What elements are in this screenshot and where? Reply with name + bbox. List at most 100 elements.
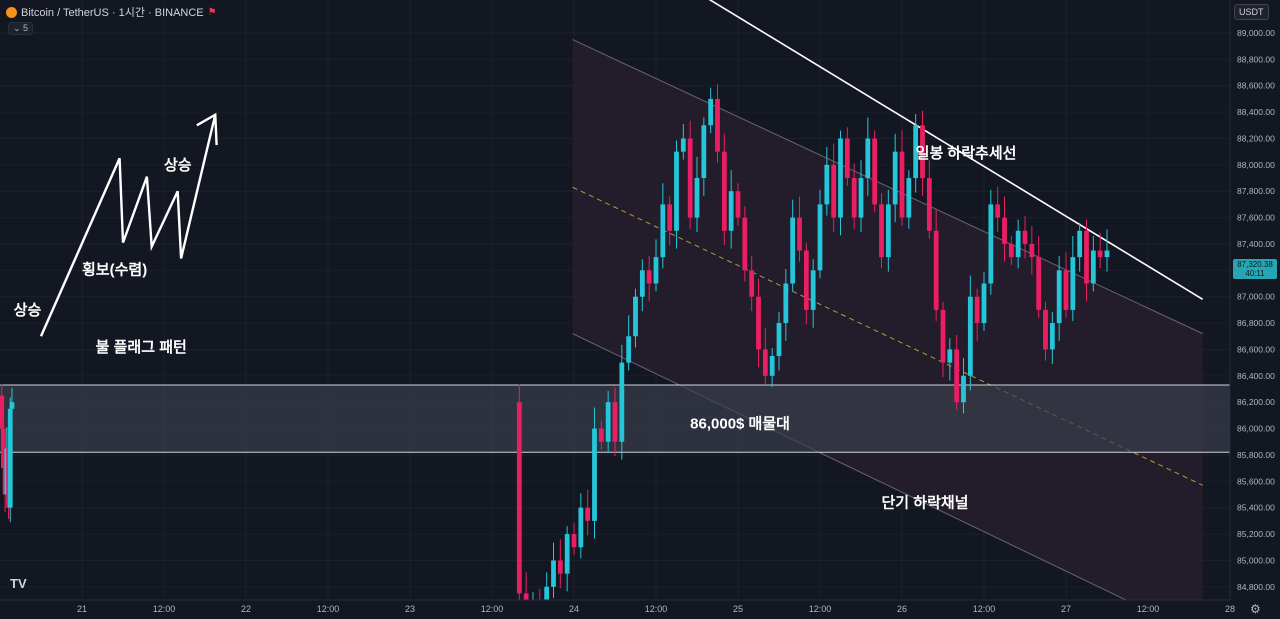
candle [756, 296, 761, 350]
arrow-head [196, 112, 218, 146]
candle [858, 178, 864, 218]
price-tick-label: 85,800.00 [1237, 450, 1275, 460]
candle [776, 323, 782, 357]
candle [1077, 230, 1083, 258]
time-tick-label: 28 [1225, 604, 1235, 614]
candle [551, 560, 556, 587]
price-tick-label: 85,400.00 [1237, 503, 1275, 513]
candle [790, 217, 796, 284]
price-tick-label: 85,000.00 [1237, 555, 1275, 565]
price-axis[interactable]: 84,800.00 85,000.00 85,200.00 85,400.00 85,6… [1229, 0, 1280, 619]
time-tick-label: 25 [733, 604, 743, 614]
candle [564, 534, 570, 574]
last-price-tag: 87,320.38 40:11 [1233, 259, 1277, 279]
channel-upper-line [572, 39, 1203, 335]
candle [913, 125, 919, 179]
candle [612, 402, 618, 442]
channel-lower-line [572, 333, 1167, 619]
candle [762, 349, 768, 376]
symbol-header[interactable]: Bitcoin / TetherUS · 1시간 · BINANCE ⚑ [6, 4, 217, 20]
bull-flag-sketch [39, 114, 217, 337]
price-tick-label: 87,400.00 [1237, 239, 1275, 249]
price-tick-label: 88,400.00 [1237, 107, 1275, 117]
candle [728, 191, 734, 231]
candle [660, 204, 666, 258]
indicator-toggle[interactable]: ⌄ 5 [8, 22, 34, 35]
tradingview-logo[interactable]: TV [10, 576, 27, 591]
candle [872, 138, 878, 205]
candle [9, 402, 15, 409]
price-tick-label: 88,600.00 [1237, 81, 1275, 91]
price-tick-label: 86,800.00 [1237, 318, 1275, 328]
price-tick-label: 89,000.00 [1237, 28, 1275, 38]
candle [749, 270, 755, 297]
candle [844, 138, 850, 179]
candle [906, 178, 912, 218]
time-tick-label: 12:00 [153, 604, 176, 614]
candle [783, 283, 789, 324]
price-tick-label: 87,000.00 [1237, 292, 1275, 302]
candle [920, 125, 925, 179]
candle [592, 428, 597, 521]
candle [619, 362, 625, 442]
candle [1049, 323, 1055, 350]
daily-trendline [708, 0, 1204, 301]
candle [988, 204, 994, 284]
price-tick-label: 86,600.00 [1237, 344, 1275, 354]
candle [947, 349, 953, 363]
last-price: 87,320.38 [1237, 260, 1273, 269]
time-tick-label: 12:00 [809, 604, 832, 614]
candle [1056, 270, 1062, 324]
price-tick-label: 85,600.00 [1237, 476, 1275, 486]
candle [1022, 230, 1028, 244]
candle [1070, 257, 1076, 310]
time-tick-label: 26 [897, 604, 907, 614]
time-tick-label: 24 [569, 604, 579, 614]
candle [742, 217, 748, 271]
candle [981, 283, 987, 324]
candle [865, 138, 871, 179]
candle [646, 270, 652, 284]
settings-icon[interactable]: ⚙ [1250, 602, 1261, 616]
price-tick-label: 88,000.00 [1237, 160, 1275, 170]
symbol-title: Bitcoin / TetherUS · 1시간 · BINANCE [21, 7, 204, 19]
candle [516, 402, 522, 594]
candle [1015, 230, 1021, 258]
currency-button[interactable]: USDT [1234, 4, 1269, 20]
time-tick-label: 12:00 [481, 604, 504, 614]
candle [899, 151, 905, 218]
candle [1090, 250, 1096, 284]
candle [810, 270, 816, 310]
time-tick-label: 23 [405, 604, 415, 614]
time-axis[interactable]: 21 12:00 22 12:00 23 12:00 24 12:00 25 12:00 26 12:… [0, 599, 1235, 619]
candle [892, 151, 898, 205]
descending-channel [572, 39, 1203, 619]
candle [721, 151, 727, 231]
candle [701, 125, 707, 179]
candle [735, 191, 741, 218]
price-tick-label: 86,000.00 [1237, 424, 1275, 434]
candle [954, 349, 960, 403]
candle [1008, 243, 1014, 258]
annotation-label: 86,000$ 매물대 [690, 416, 790, 433]
bar-countdown: 40:11 [1245, 269, 1265, 278]
candle [940, 309, 946, 363]
candle [715, 98, 720, 152]
candle [824, 164, 830, 205]
flag-icon[interactable]: ⚑ [207, 6, 217, 18]
time-tick-label: 12:00 [645, 604, 668, 614]
candle [851, 178, 857, 218]
price-tick-label: 86,200.00 [1237, 397, 1275, 407]
annotation-label: 단기 하락채널 [882, 494, 969, 512]
time-tick-label: 27 [1061, 604, 1071, 614]
candle [967, 296, 973, 376]
candle [769, 356, 775, 376]
price-tick-label: 84,800.00 [1237, 582, 1275, 592]
candle [1084, 230, 1089, 284]
candle [626, 336, 632, 363]
candle [667, 204, 673, 231]
candle [926, 178, 932, 231]
indicator-count: 5 [23, 23, 29, 33]
